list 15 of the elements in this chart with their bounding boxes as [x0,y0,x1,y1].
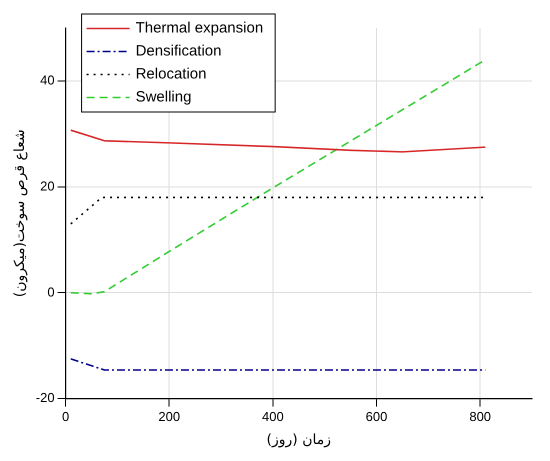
y-tick-label: -20 [36,390,55,406]
legend-label: Swelling [136,88,192,106]
x-tick-label: 200 [158,408,180,424]
legend-label: Thermal expansion [136,20,264,37]
y-tick-label: 0 [47,284,55,300]
x-axis-title: زمان (روز) [266,432,332,448]
x-tick-label: 800 [469,408,492,424]
legend-label: Relocation [136,66,206,83]
x-tick-label: 0 [62,408,70,424]
legend-label: Densification [136,42,222,60]
y-axis-title: شعاع قرص سوخت(میکرون) [12,129,28,298]
y-tick-label: 40 [40,72,55,88]
y-tick-label: 20 [40,178,55,194]
x-tick-label: 600 [366,408,388,424]
x-tick-label: 400 [262,408,284,424]
